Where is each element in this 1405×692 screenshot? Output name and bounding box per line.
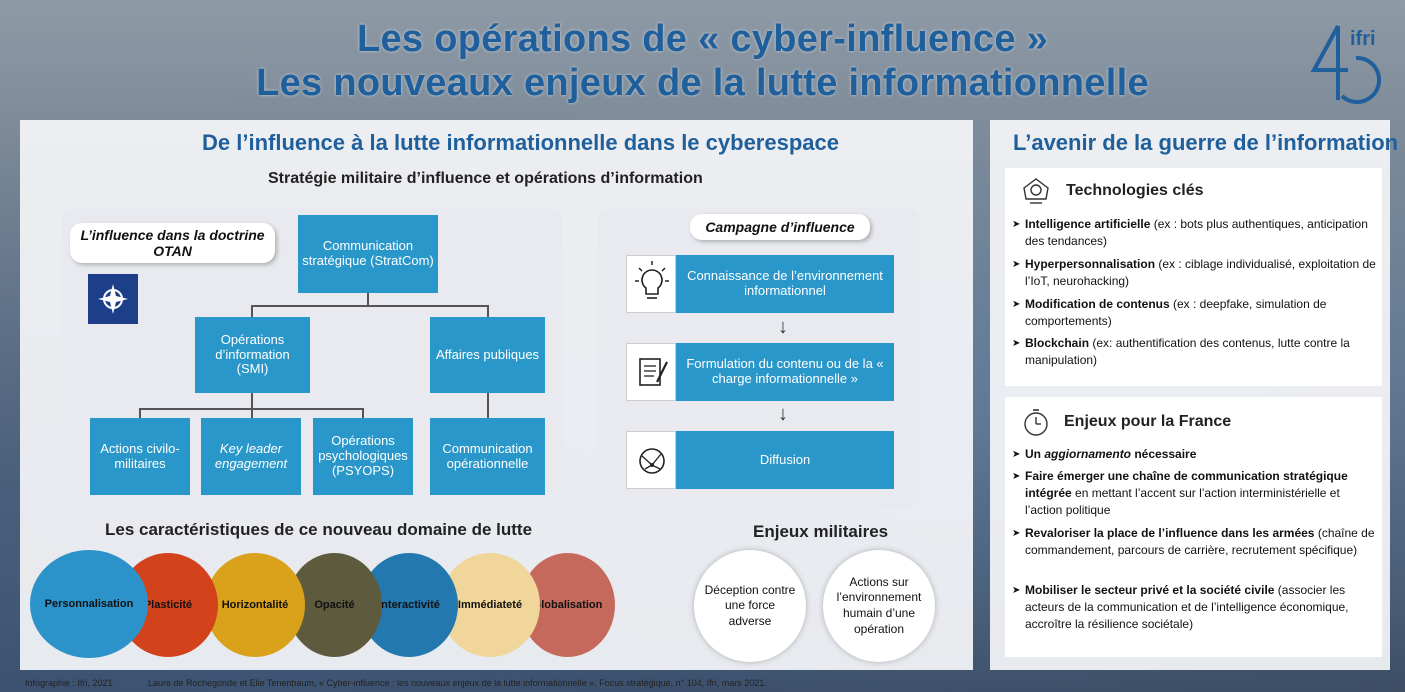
nato-doctrine-label: L’influence dans la doctrine OTAN xyxy=(70,223,275,263)
footer-credit: Infographie : Ifri, 2021 xyxy=(25,678,113,688)
right-panel-title: L’avenir de la guerre de l’information xyxy=(1013,130,1399,155)
france-item: ➤ Mobiliser le secteur privé et la sociét… xyxy=(1012,583,1349,631)
down-arrow-icon: ↓ xyxy=(778,316,788,338)
tech-item: ➤ Blockchain (ex: authentification des co… xyxy=(1012,336,1350,367)
characteristic-circle: Horizontalité xyxy=(205,553,305,657)
characteristic-circle: Immédiateté xyxy=(440,553,540,657)
france-item: ➤ Un aggiornamento nécessaire xyxy=(1012,447,1197,461)
connector-line xyxy=(487,393,489,418)
comm-operationnelle-box: Communication opérationnelle xyxy=(430,418,545,495)
psyops-box: Opérations psychologiques (PSYOPS) xyxy=(313,418,413,495)
campaign-step-formulation: Formulation du contenu ou de la « charge… xyxy=(676,343,894,401)
lightbulb-icon xyxy=(626,255,676,313)
down-arrow-icon: ↓ xyxy=(778,403,788,425)
bullet-arrow-icon: ➤ xyxy=(1012,259,1021,270)
connector-line xyxy=(367,293,369,305)
bullet-arrow-icon: ➤ xyxy=(1012,449,1021,460)
strategy-subtitle: Stratégie militaire d’influence et opéra… xyxy=(268,170,703,187)
document-pen-icon xyxy=(626,343,676,401)
connector-line xyxy=(251,393,253,408)
stratcom-box: Communication stratégique (StratCom) xyxy=(298,215,438,293)
connector-line xyxy=(251,408,253,418)
france-box xyxy=(1005,397,1382,657)
left-panel-title: De l’influence à la lutte informationnel… xyxy=(202,130,839,155)
stopwatch-icon xyxy=(1024,409,1048,436)
campaign-label: Campagne d’influence xyxy=(690,214,870,240)
logo-text: ifri xyxy=(1350,28,1376,50)
military-title: Enjeux militaires xyxy=(753,522,889,541)
characteristics-title: Les caractéristiques de ce nouveau domai… xyxy=(105,520,533,539)
bullet-arrow-icon: ➤ xyxy=(1012,471,1021,482)
smi-box: Opérations d’information (SMI) xyxy=(195,317,310,393)
page-title: Les opérations de « cyber-influence » xyxy=(356,18,1049,60)
connector-line xyxy=(362,408,364,418)
connector-line xyxy=(487,305,489,317)
campaign-step-diffusion: Diffusion xyxy=(676,431,894,489)
bullet-arrow-icon: ➤ xyxy=(1012,338,1021,349)
military-human-env-circle: Actions sur l’environnement humain d’une… xyxy=(823,550,935,662)
france-title: Enjeux pour la France xyxy=(1064,413,1232,430)
bullet-arrow-icon: ➤ xyxy=(1012,299,1021,310)
network-globe-icon xyxy=(626,431,676,489)
tech-item: ➤ Intelligence artificielle (ex : bots pl… xyxy=(1012,217,1368,248)
campaign-step-knowledge: Connaissance de l’environnement informat… xyxy=(676,255,894,313)
affaires-publiques-box: Affaires publiques xyxy=(430,317,545,393)
key-leader-box: Key leader engagement xyxy=(201,418,301,495)
military-deception-circle: Déception contre une force adverse xyxy=(694,550,806,662)
connector-line xyxy=(251,305,253,317)
bullet-arrow-icon: ➤ xyxy=(1012,585,1021,596)
characteristic-circle: Personnalisation xyxy=(30,550,148,658)
technologies-box xyxy=(1005,168,1382,386)
nato-flag-icon xyxy=(88,274,138,324)
tech-item: ➤ Hyperpersonnalisation (ex : ciblage ind… xyxy=(1012,257,1376,288)
bullet-arrow-icon: ➤ xyxy=(1012,219,1021,230)
tech-item: ➤ Modification de contenus (ex : deepfake… xyxy=(1012,297,1327,328)
france-item: ➤ Faire émerger une chaîne de communicati… xyxy=(1012,469,1348,517)
connector-line xyxy=(139,408,141,418)
footer-source: Laure de Rochegonde et Elie Tenenbaum, «… xyxy=(148,678,767,688)
ifri-logo-icon xyxy=(1310,25,1382,104)
civ-mil-box: Actions civilo-militaires xyxy=(90,418,190,495)
bullet-arrow-icon: ➤ xyxy=(1012,528,1021,539)
connector-line xyxy=(251,305,489,307)
france-item: ➤ Revaloriser la place de l’influence dan… xyxy=(1012,526,1375,557)
technology-chip-icon xyxy=(1023,178,1049,204)
technologies-title: Technologies clés xyxy=(1066,182,1204,199)
page-subtitle: Les nouveaux enjeux de la lutte informat… xyxy=(256,62,1149,104)
